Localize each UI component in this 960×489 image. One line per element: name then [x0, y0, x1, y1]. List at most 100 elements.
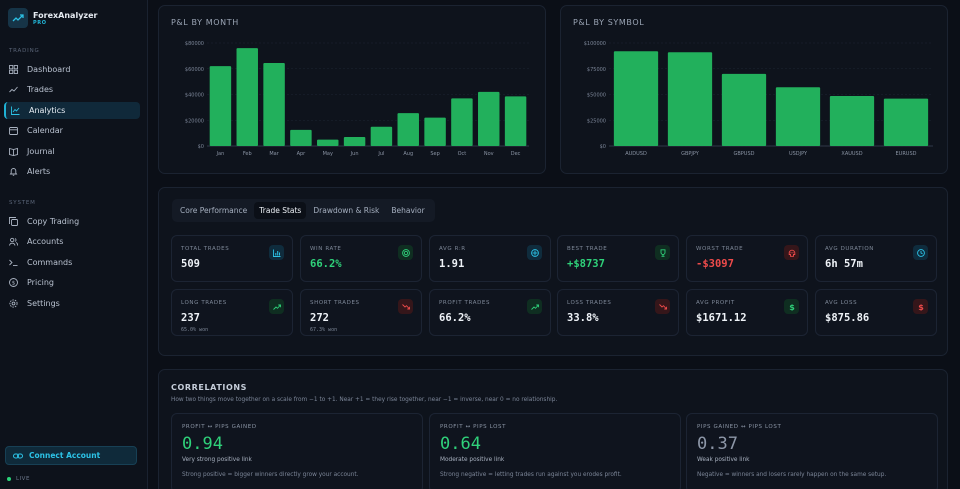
- bar-oct[interactable]: [451, 98, 473, 146]
- tab-core-performance[interactable]: Core Performance: [180, 206, 248, 215]
- connect-account-button[interactable]: Connect Account: [5, 446, 137, 465]
- dollar-icon: $: [913, 299, 928, 314]
- x-tick-label: EURUSD: [896, 151, 917, 157]
- bar-jul[interactable]: [370, 126, 393, 146]
- y-tick-label: $40000: [185, 93, 204, 99]
- sidebar-item-pricing[interactable]: $ Pricing: [4, 274, 140, 291]
- stat-value: 66.2%: [439, 312, 471, 324]
- bar-gbpusd[interactable]: [721, 73, 767, 146]
- correlations-title: CORRELATIONS: [171, 383, 248, 392]
- trend-up-icon: [269, 299, 284, 314]
- target-icon: [398, 245, 413, 260]
- x-tick-label: Dec: [511, 151, 521, 157]
- sidebar-item-alerts[interactable]: Alerts: [4, 163, 140, 180]
- sidebar-item-trades[interactable]: Trades: [4, 81, 140, 98]
- bar-sep[interactable]: [424, 117, 446, 146]
- x-tick-label: AUDUSD: [625, 151, 647, 157]
- stat-value: 237: [181, 312, 200, 324]
- stat-label: PROFIT TRADES: [439, 300, 491, 306]
- skull-icon: [784, 245, 799, 260]
- correlation-strength: Moderate positive link: [440, 457, 505, 463]
- stat-tile-long-trades: LONG TRADES 237 65.0% won: [171, 289, 293, 336]
- chart-icon: [11, 106, 20, 115]
- x-tick-label: GBPUSD: [733, 151, 754, 157]
- stat-value: $1671.12: [696, 312, 747, 324]
- y-tick-label: $20000: [185, 118, 204, 124]
- bar-audusd[interactable]: [613, 51, 659, 146]
- stat-tile-loss-trades: LOSS TRADES 33.8%: [557, 289, 679, 336]
- tag-icon: $: [9, 278, 18, 287]
- bar-chart-icon: [269, 245, 284, 260]
- tab-drawdown-risk[interactable]: Drawdown & Risk: [313, 206, 380, 215]
- y-tick-label: $0: [198, 144, 204, 150]
- section-label-system: SYSTEM: [9, 200, 36, 206]
- bar-aug[interactable]: [397, 113, 419, 146]
- sidebar-item-label: Analytics: [29, 106, 66, 115]
- y-tick-label: $0: [600, 144, 606, 150]
- stat-tile-total-trades: TOTAL TRADES 509: [171, 235, 293, 282]
- stat-tile-worst-trade: WORST TRADE -$3097: [686, 235, 808, 282]
- bar-dec[interactable]: [504, 96, 527, 146]
- pnl-by-symbol-title: P&L BY SYMBOL: [573, 18, 645, 27]
- correlation-value: 0.37: [697, 434, 738, 454]
- bar-nov[interactable]: [478, 91, 500, 146]
- y-tick-label: $50000: [587, 93, 606, 99]
- stat-value: -$3097: [696, 258, 734, 270]
- bar-xauusd[interactable]: [829, 96, 875, 146]
- stat-tile-win-rate: WIN RATE 66.2%: [300, 235, 422, 282]
- sidebar-item-label: Alerts: [27, 167, 51, 176]
- stat-label: AVG DURATION: [825, 246, 875, 252]
- pnl-by-symbol-chart: $0 $25000 $50000 $75000 $100000 AUDUSD GBPJPY G…: [584, 41, 933, 157]
- brand-name: ForexAnalyzer: [33, 10, 98, 20]
- y-tick-label: $75000: [587, 67, 606, 73]
- scale-icon: [527, 245, 542, 260]
- stat-tile-avg-loss: AVG LOSS $875.86 $: [815, 289, 937, 336]
- sidebar-item-label: Commands: [27, 258, 73, 267]
- bar-may[interactable]: [317, 139, 339, 146]
- copy-icon: [9, 217, 18, 226]
- tab-behavior[interactable]: Behavior: [391, 206, 425, 215]
- correlation-label: PROFIT ↔ PIPS LOST: [440, 424, 507, 430]
- sidebar-item-copy-trading[interactable]: Copy Trading: [4, 213, 140, 230]
- correlation-value: 0.94: [182, 434, 223, 454]
- trend-down-icon: [655, 299, 670, 314]
- pnl-by-month-card: P&L BY MONTH $0 $20000 $40000 $60000 $80000 J…: [158, 5, 546, 174]
- sidebar-item-journal[interactable]: Journal: [4, 143, 140, 160]
- sidebar-item-commands[interactable]: Commands: [4, 254, 140, 271]
- stat-value: 272: [310, 312, 329, 324]
- sidebar-item-calendar[interactable]: Calendar: [4, 122, 140, 139]
- x-tick-label: USDJPY: [789, 151, 808, 157]
- x-tick-label: Aug: [403, 151, 413, 157]
- bar-feb[interactable]: [236, 48, 258, 146]
- stat-label: AVG LOSS: [825, 300, 858, 306]
- x-tick-label: May: [323, 151, 333, 157]
- bar-jan[interactable]: [209, 66, 232, 146]
- correlation-label: PIPS GAINED ↔ PIPS LOST: [697, 424, 782, 430]
- bar-mar[interactable]: [263, 62, 285, 146]
- sidebar-item-analytics[interactable]: Analytics: [4, 102, 140, 119]
- terminal-icon: [9, 258, 18, 267]
- bar-apr[interactable]: [290, 129, 312, 146]
- stat-tile-short-trades: SHORT TRADES 272 67.3% won: [300, 289, 422, 336]
- users-icon: [9, 237, 18, 246]
- stat-value: 66.2%: [310, 258, 342, 270]
- x-tick-label: GBPJPY: [681, 151, 700, 157]
- sidebar-item-settings[interactable]: Settings: [4, 295, 140, 312]
- bar-gbpjpy[interactable]: [667, 52, 713, 146]
- sidebar-item-dashboard[interactable]: Dashboard: [4, 61, 140, 78]
- bar-eurusd[interactable]: [883, 98, 929, 146]
- sidebar-item-accounts[interactable]: Accounts: [4, 233, 140, 250]
- tab-trade-stats[interactable]: Trade Stats: [254, 202, 307, 219]
- stat-label: LOSS TRADES: [567, 300, 612, 306]
- grid-icon: [9, 65, 18, 74]
- svg-text:$: $: [12, 281, 16, 287]
- pnl-by-symbol-card: P&L BY SYMBOL $0 $25000 $50000 $75000 $10000…: [560, 5, 948, 174]
- bar-jun[interactable]: [343, 136, 366, 146]
- brand[interactable]: ForexAnalyzer PRO: [8, 8, 97, 28]
- x-tick-label: Mar: [269, 151, 279, 157]
- x-tick-label: Oct: [458, 151, 467, 157]
- bar-usdjpy[interactable]: [775, 87, 821, 146]
- trophy-icon: [655, 245, 670, 260]
- stat-value: 33.8%: [567, 312, 599, 324]
- x-tick-label: Apr: [297, 151, 307, 157]
